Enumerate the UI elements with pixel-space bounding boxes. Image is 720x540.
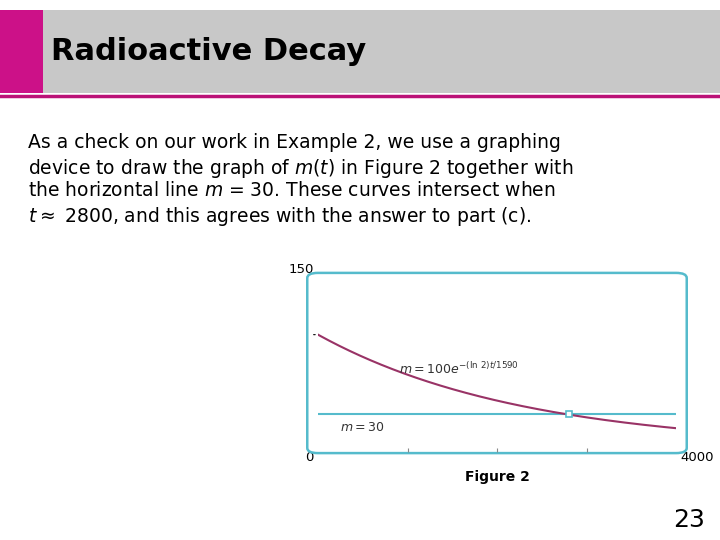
Text: 0: 0 [305,451,314,464]
Text: Figure 2: Figure 2 [464,470,529,484]
FancyBboxPatch shape [0,10,720,93]
FancyBboxPatch shape [307,273,687,453]
Text: the horizontal line $m$ = 30. These curves intersect when: the horizontal line $m$ = 30. These curv… [28,181,556,200]
Text: device to draw the graph of $m(t)$ in Figure 2 together with: device to draw the graph of $m(t)$ in Fi… [28,157,573,180]
Text: Radioactive Decay: Radioactive Decay [51,37,366,66]
Text: 150: 150 [289,263,314,276]
Text: $t \approx$ 2800, and this agrees with the answer to part (c).: $t \approx$ 2800, and this agrees with t… [28,205,531,228]
Text: As a check on our work in Example 2, we use a graphing: As a check on our work in Example 2, we … [28,133,561,152]
Text: 4000: 4000 [680,451,714,464]
Text: $m = 30$: $m = 30$ [341,421,385,434]
Text: $m = 100e^{-(\ln\,2)t/1590}$: $m = 100e^{-(\ln\,2)t/1590}$ [399,361,518,376]
FancyBboxPatch shape [0,10,43,93]
Text: 23: 23 [673,508,705,532]
